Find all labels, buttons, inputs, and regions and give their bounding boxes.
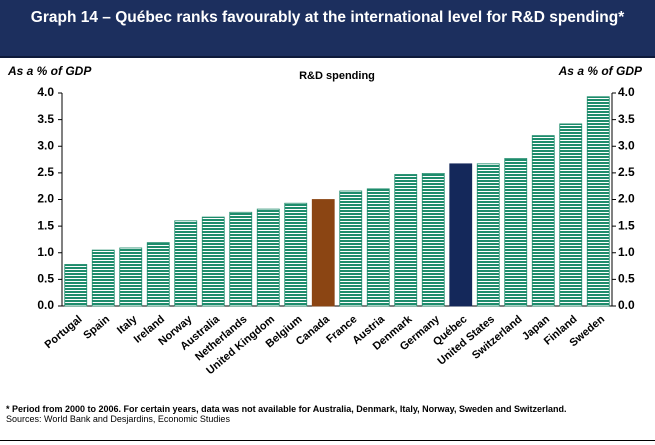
- notes: * Period from 2000 to 2006. For certain …: [6, 404, 646, 424]
- y-tick-label: 2.0: [37, 192, 54, 206]
- y2-tick-label: 4.0: [618, 85, 635, 99]
- bar: [504, 158, 528, 307]
- bar: [366, 188, 390, 307]
- bar: [476, 163, 500, 307]
- y-tick-label: 0.0: [37, 298, 54, 312]
- chart: As a % of GDP As a % of GDP R&D spending…: [7, 64, 643, 377]
- y-tick-label: 1.5: [37, 218, 54, 232]
- x-tick-label: Spain: [81, 313, 112, 342]
- bar: [229, 211, 253, 307]
- y-tick-label: 2.5: [37, 165, 54, 179]
- y-tick-label: 3.0: [37, 138, 54, 152]
- y2-tick-label: 3.0: [618, 138, 635, 152]
- y2-tick-label: 1.0: [618, 245, 635, 259]
- y2-tick-label: 3.5: [618, 112, 635, 126]
- bar: [394, 174, 418, 307]
- bar: [311, 199, 335, 307]
- y2-tick-label: 2.0: [618, 192, 635, 206]
- footnote: * Period from 2000 to 2006. For certain …: [6, 404, 567, 414]
- y2-axis-label: As a % of GDP: [558, 64, 643, 78]
- bar: [256, 208, 280, 307]
- bar: [174, 220, 198, 307]
- bar: [586, 96, 610, 307]
- y2-tick-label: 2.5: [618, 165, 635, 179]
- header: Graph 14 – Québec ranks favourably at th…: [0, 0, 655, 58]
- chart-subtitle: R&D spending: [299, 70, 375, 82]
- bar: [339, 190, 363, 307]
- bottom-rule: [0, 440, 655, 441]
- bar: [421, 173, 445, 307]
- y2-tick-label: 0.0: [618, 298, 635, 312]
- y2-tick-label: 0.5: [618, 272, 635, 286]
- y-tick-label: 0.5: [37, 272, 54, 286]
- bar: [201, 216, 225, 307]
- y-tick-label: 1.0: [37, 245, 54, 259]
- bar: [531, 135, 555, 307]
- chart-title: Graph 14 – Québec ranks favourably at th…: [30, 9, 625, 26]
- bar: [449, 163, 473, 307]
- bar: [284, 202, 308, 307]
- bar: [91, 249, 115, 307]
- y2-tick-label: 1.5: [618, 218, 635, 232]
- bar: [146, 242, 170, 307]
- y-axis-label: As a % of GDP: [7, 64, 92, 78]
- bar: [119, 247, 143, 307]
- bar: [559, 123, 583, 307]
- x-tick-label: Portugal: [43, 313, 85, 351]
- y-tick-label: 3.5: [37, 112, 54, 126]
- source: Sources: World Bank and Desjardins, Econ…: [6, 414, 230, 424]
- bar: [64, 264, 88, 307]
- y-tick-label: 4.0: [37, 85, 54, 99]
